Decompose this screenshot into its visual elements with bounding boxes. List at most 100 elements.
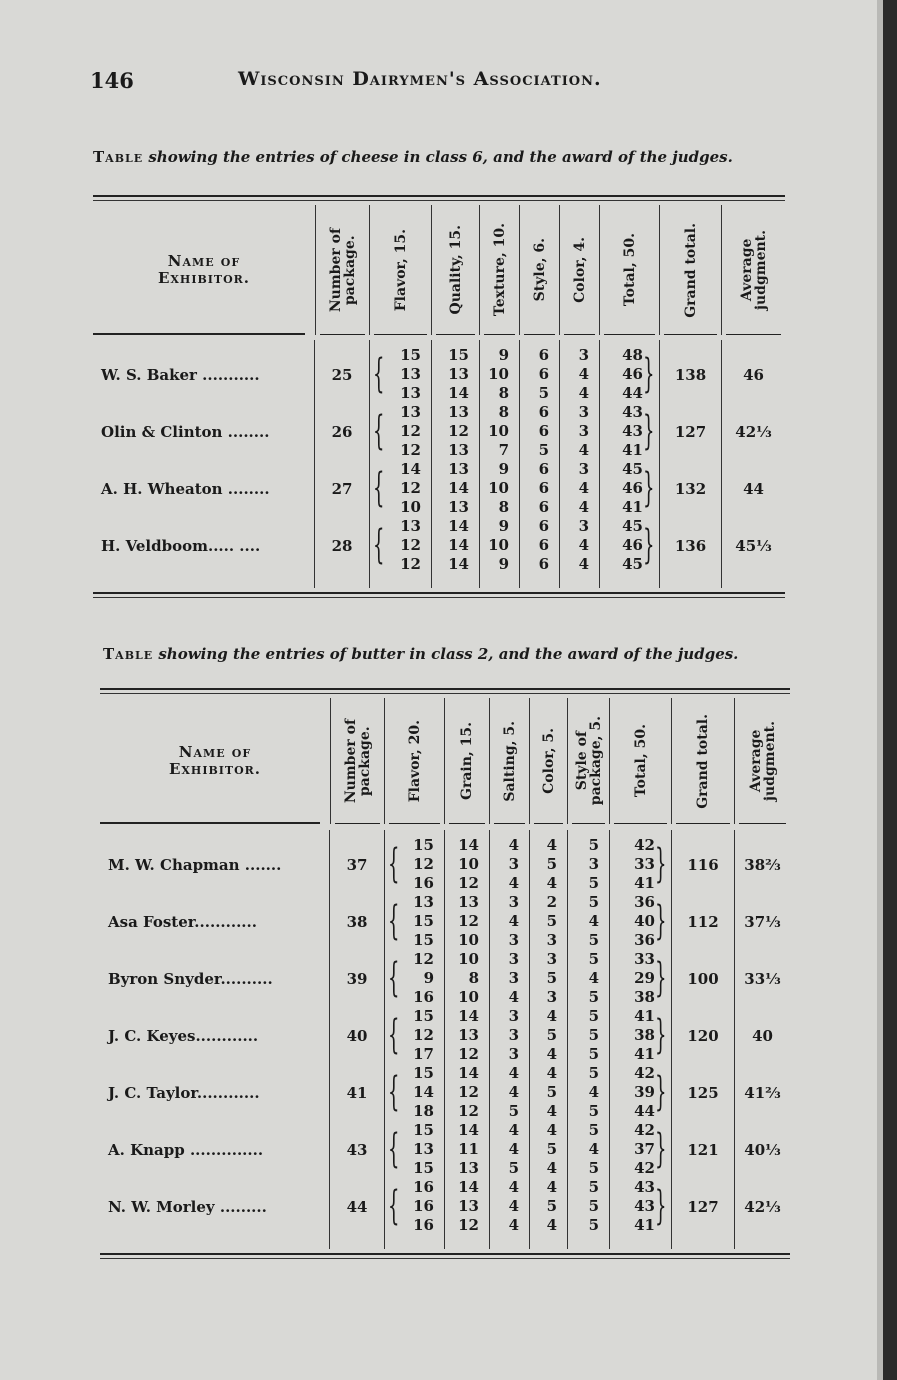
score-group: 8 10 7	[480, 403, 519, 460]
top-rule-thin	[93, 200, 785, 201]
cheese-table-caption: Table showing the entries of cheese in c…	[93, 148, 733, 166]
score-value: 4	[508, 1083, 519, 1101]
score-group: {15 13 15	[385, 1121, 444, 1178]
left-brace: {	[372, 408, 385, 454]
score-value: 5	[588, 1007, 599, 1025]
column-header-cell: Quality, 15.	[432, 205, 480, 335]
grand-total: 127	[674, 422, 707, 441]
score-value: 36	[634, 931, 655, 949]
column-header-underline	[484, 334, 515, 335]
score-value: 4	[546, 836, 557, 854]
score-value: 3	[508, 1045, 519, 1063]
score-value: 9	[498, 555, 509, 573]
name-header-underline	[100, 822, 320, 824]
grand-total: 121	[687, 1140, 719, 1159]
score-group: {16 16 16	[385, 1178, 444, 1235]
score-value: 12	[458, 1216, 479, 1234]
score-value: 12	[400, 441, 421, 459]
column-header: Texture, 10.	[491, 223, 508, 317]
left-brace: {	[372, 465, 385, 511]
column-header-underline	[449, 823, 485, 824]
score-group: {15 14 18	[385, 1064, 444, 1121]
score-value: 5	[588, 1216, 599, 1234]
right-brace: }	[654, 1126, 667, 1172]
column-header-cell: Color, 5.	[530, 698, 568, 824]
cheese-table: Name of Exhibitor. Number of package. Flav…	[93, 195, 785, 602]
score-value: 5	[588, 836, 599, 854]
score-value: 3	[546, 988, 557, 1006]
score-value: 3	[508, 893, 519, 911]
score-value: 15	[448, 346, 469, 364]
score-group: {15 12 16	[385, 836, 444, 893]
score-column: {15 13 13{13 12 12{14 12 10{13 12 12	[370, 340, 432, 588]
score-value: 15	[413, 1159, 434, 1177]
name-header: Name of Exhibitor.	[157, 252, 251, 287]
score-value: 5	[546, 1083, 557, 1101]
score-value: 12	[413, 1026, 434, 1044]
score-value: 3	[508, 931, 519, 949]
score-group: } 42 37 42	[610, 1121, 671, 1178]
exhibitor-name: N. W. Morley .........	[108, 1197, 267, 1216]
column-header-underline	[494, 823, 525, 824]
right-brace: }	[654, 1012, 667, 1058]
exhibitor-name: Olin & Clinton ........	[101, 422, 270, 441]
score-group: {15 13 13	[370, 346, 431, 403]
score-value: 12	[448, 422, 469, 440]
score-value: 3	[578, 346, 589, 364]
score-group: 15 13 14	[432, 346, 479, 403]
score-group: } 36 40 36	[610, 893, 671, 950]
left-brace: {	[387, 1183, 400, 1229]
score-value: 14	[458, 1178, 479, 1196]
score-value: 5	[588, 1102, 599, 1120]
column-header: Style of package, 5.	[573, 716, 604, 806]
score-value: 14	[458, 1121, 479, 1139]
bottom-rule-thin	[93, 597, 785, 598]
score-value: 12	[458, 912, 479, 930]
score-value: 4	[578, 441, 589, 459]
header-row: Name of Exhibitor. Number of package. Flav…	[100, 698, 790, 824]
score-value: 43	[634, 1178, 655, 1196]
score-value: 5	[546, 912, 557, 930]
column-header: Quality, 15.	[447, 225, 464, 315]
average-judgment: 37⅓	[744, 912, 781, 931]
column-header-underline	[676, 823, 730, 824]
score-value: 12	[413, 950, 434, 968]
score-value: 10	[488, 422, 509, 440]
score-value: 9	[423, 969, 434, 987]
column-header-underline	[564, 334, 595, 335]
grand-total: 120	[687, 1026, 719, 1045]
score-value: 15	[413, 836, 434, 854]
score-value: 5	[538, 384, 549, 402]
column-header-underline	[374, 334, 427, 335]
score-value: 4	[578, 555, 589, 573]
score-value: 40	[634, 912, 655, 930]
package-number: 38	[346, 912, 368, 931]
score-value: 13	[448, 403, 469, 421]
score-value: 5	[588, 1159, 599, 1177]
score-value: 13	[458, 1197, 479, 1215]
exhibitor-name: W. S. Baker ...........	[101, 365, 260, 384]
score-value: 12	[458, 1083, 479, 1101]
butter-table-caption: Table showing the entries of butter in c…	[103, 645, 738, 663]
column-header-underline	[604, 334, 655, 335]
score-group: {12 9 16	[385, 950, 444, 1007]
column-header-cell: Style, 6.	[520, 205, 560, 335]
score-value: 5	[546, 1197, 557, 1215]
left-brace: {	[387, 1069, 400, 1115]
score-value: 12	[400, 479, 421, 497]
score-value: 5	[508, 1102, 519, 1120]
score-value: 43	[622, 422, 643, 440]
score-value: 15	[413, 931, 434, 949]
score-value: 15	[413, 912, 434, 930]
total-column: } 48 46 44} 43 43 41} 45 46 41} 45 46 45	[600, 340, 660, 588]
score-group: } 43 43 41	[600, 403, 659, 460]
score-value: 4	[508, 874, 519, 892]
score-value: 18	[413, 1102, 434, 1120]
exhibitor-name: J. C. Taylor............	[108, 1083, 260, 1102]
package-number: 28	[331, 536, 353, 555]
